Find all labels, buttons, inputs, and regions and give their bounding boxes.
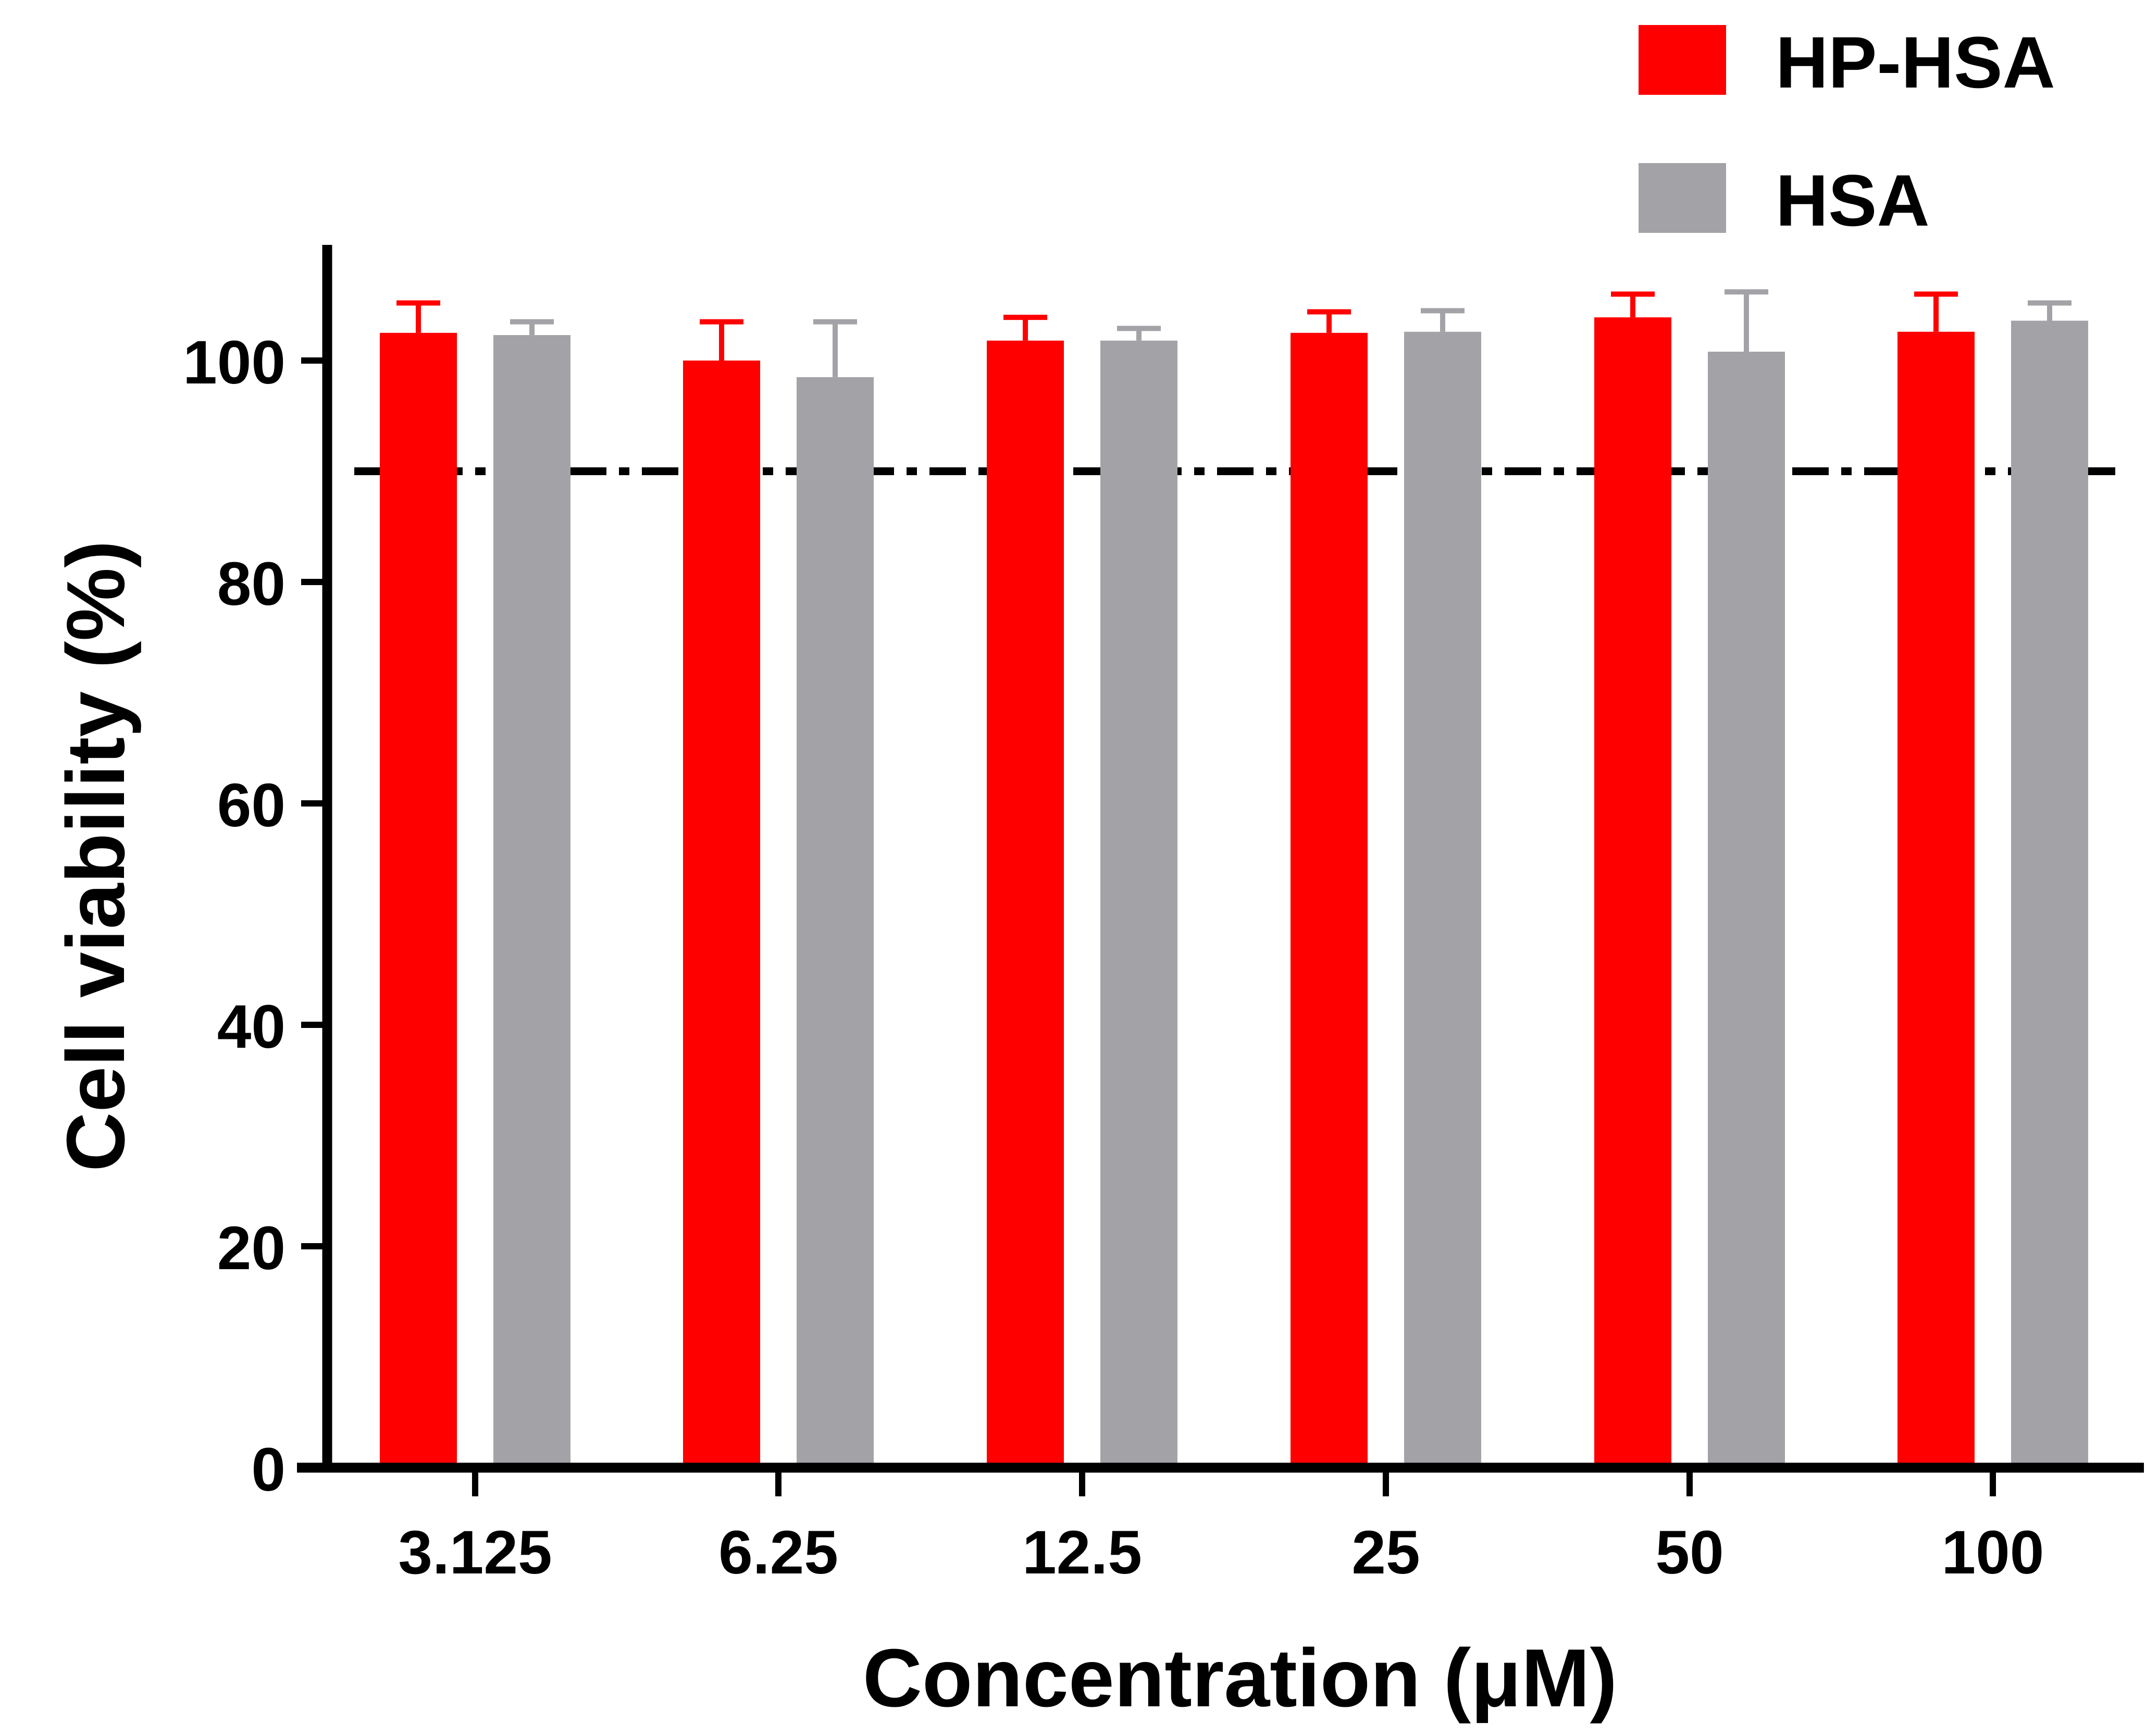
error-bar: [1914, 291, 1958, 332]
ticks-layer: 0 20 40 60 80 100 3.125 6.25 12.5 25 50 100: [183, 328, 2044, 1587]
error-bar: [1003, 315, 1047, 341]
y-tick-label: 60: [217, 771, 286, 840]
x-axis-label: Concentration (μM): [863, 1632, 1617, 1724]
bar-hsa-12.5: [1100, 340, 1177, 1468]
legend-label: HSA: [1776, 159, 1930, 241]
bar-hsa-50: [1708, 352, 1785, 1468]
x-tick-label: 50: [1655, 1518, 1723, 1587]
legend: HP-HSA HSA: [1639, 21, 2055, 241]
y-tick-label: 0: [251, 1435, 286, 1504]
x-tick-label: 12.5: [1022, 1518, 1142, 1587]
error-bar: [2028, 300, 2071, 321]
legend-item-hsa: HSA: [1639, 159, 1930, 241]
error-bar: [1725, 289, 1768, 352]
x-tick-label: 3.125: [398, 1518, 552, 1587]
x-tick-label: 25: [1351, 1518, 1420, 1587]
bar-hp-hsa-3.125: [380, 332, 457, 1468]
x-tick-label: 100: [1942, 1518, 2044, 1587]
error-bar: [396, 300, 440, 333]
legend-label: HP-HSA: [1776, 21, 2055, 103]
legend-swatch: [1639, 25, 1726, 95]
error-bar: [1611, 291, 1655, 318]
bar-hp-hsa-6.25: [683, 361, 760, 1468]
bar-hp-hsa-50: [1594, 317, 1671, 1468]
y-tick-label: 40: [217, 993, 286, 1061]
y-tick-label: 80: [217, 550, 286, 618]
error-bar: [1421, 308, 1465, 332]
bar-hsa-25: [1404, 331, 1481, 1468]
bar-hsa-100: [2011, 320, 2088, 1468]
error-bar: [1307, 309, 1351, 333]
error-bar: [510, 319, 554, 336]
bar-hp-hsa-100: [1897, 331, 1975, 1468]
axes-layer: [297, 245, 2144, 1473]
y-tick-label: 100: [183, 328, 286, 397]
legend-swatch: [1639, 163, 1726, 233]
y-axis-label: Cell viability (%): [50, 540, 142, 1172]
error-bar: [813, 319, 857, 377]
bars-layer: [380, 289, 2088, 1468]
x-tick-label: 6.25: [718, 1518, 838, 1587]
legend-item-hp-hsa: HP-HSA: [1639, 21, 2055, 103]
bar-hsa-6.25: [797, 377, 874, 1468]
y-tick-label: 20: [217, 1214, 286, 1283]
bar-hp-hsa-25: [1291, 332, 1368, 1468]
bar-hsa-3.125: [493, 335, 570, 1468]
bar-hp-hsa-12.5: [987, 340, 1064, 1468]
error-bar: [1117, 326, 1161, 341]
error-bar: [700, 319, 743, 361]
